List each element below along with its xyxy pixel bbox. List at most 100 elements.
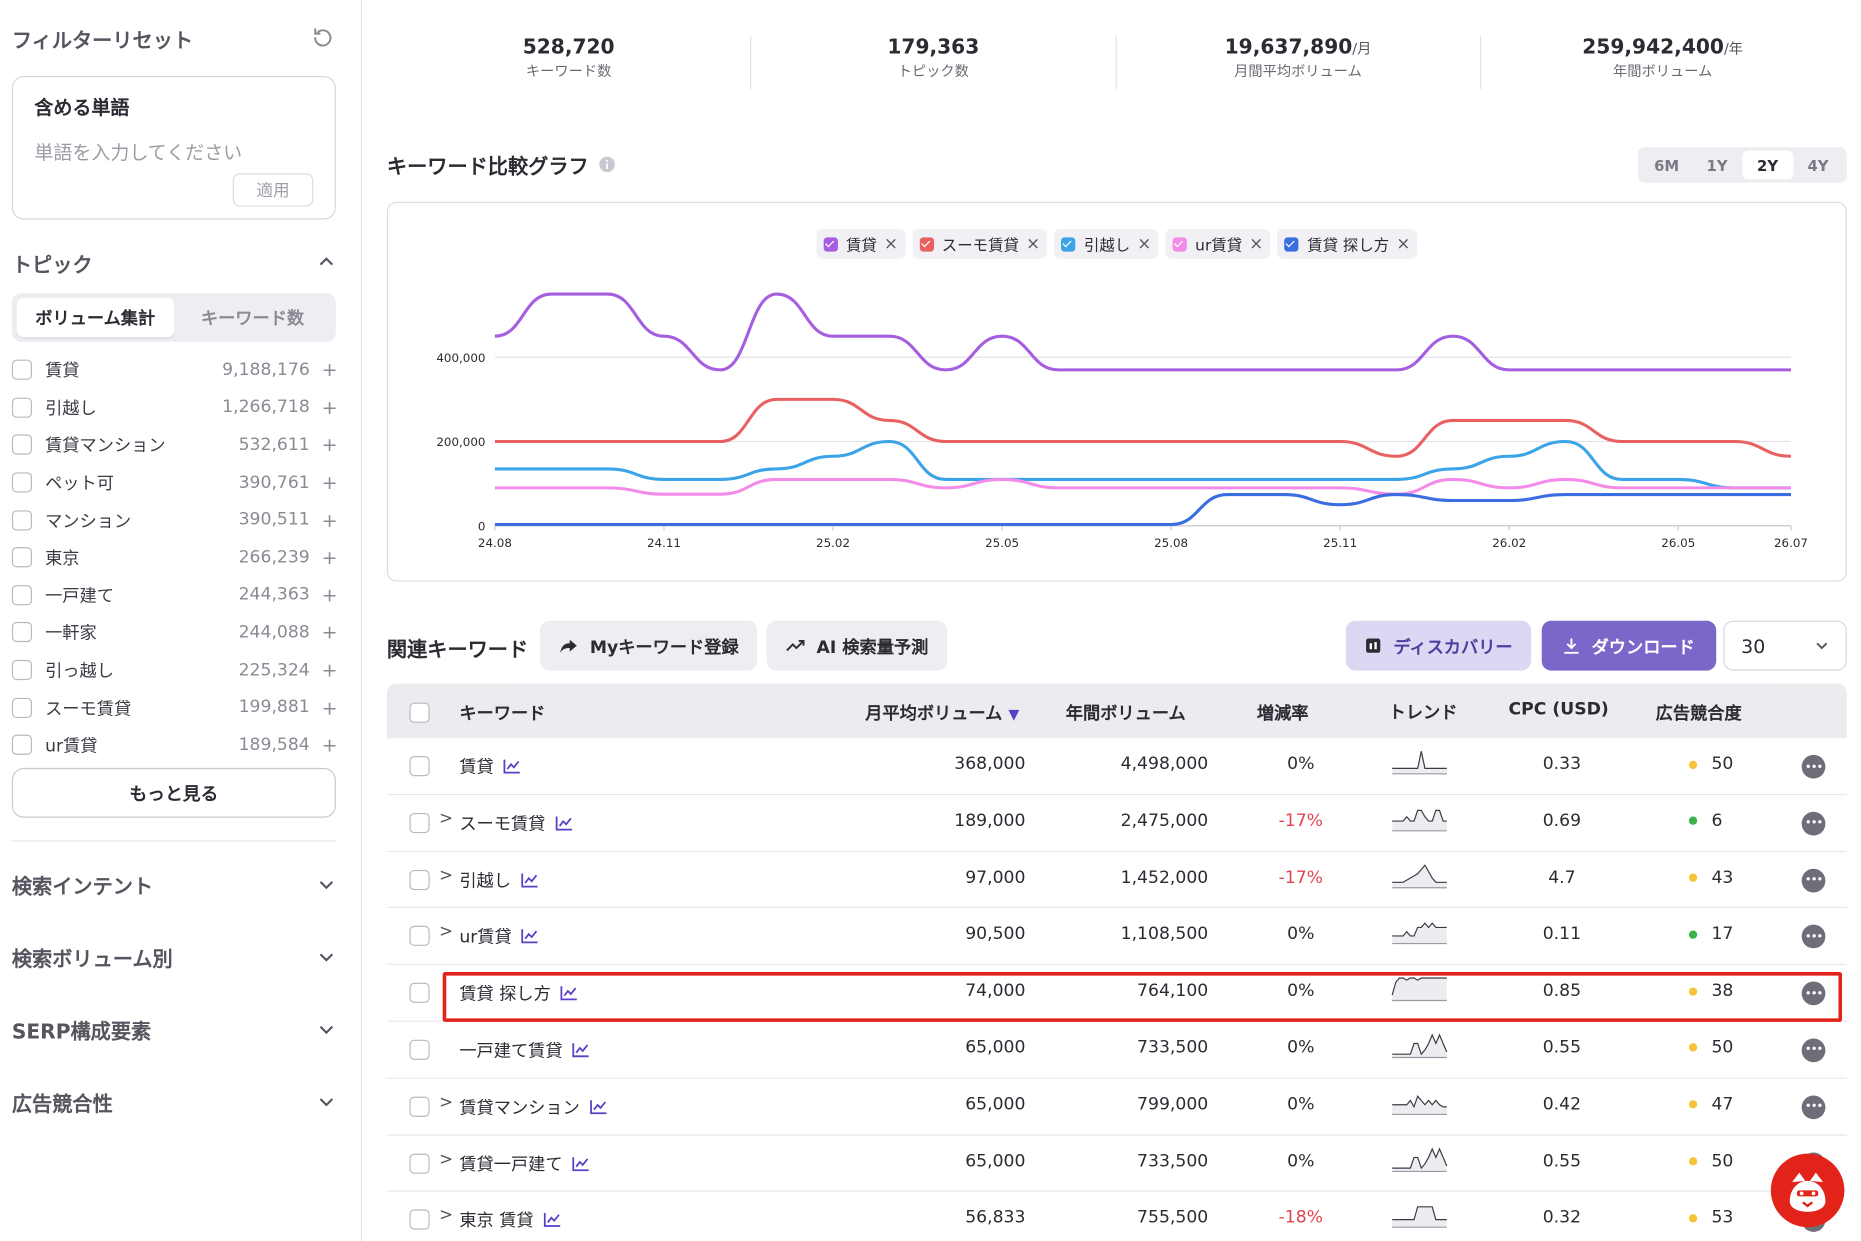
select-all-checkbox[interactable] [409,702,430,723]
close-icon[interactable]: × [1026,234,1041,254]
topic-item[interactable]: ur賃貸 189,584 + [11,726,336,756]
row-checkbox[interactable] [409,1039,430,1060]
topic-item[interactable]: 引越し 1,266,718 + [11,389,336,426]
header-competition[interactable]: 広告競合度 [1655,704,1742,724]
table-row[interactable]: 賃貸 368,000 4,498,000 0% 0.33 50 ••• [386,738,1847,795]
range-1y[interactable]: 1Y [1706,156,1728,174]
section-serp[interactable]: SERP構成要素 [12,1014,336,1045]
chart-icon[interactable] [555,815,573,831]
row-checkbox[interactable] [409,982,430,1004]
expand-chevron-icon[interactable]: > [439,809,454,829]
more-options-icon[interactable]: ••• [1801,811,1826,836]
section-ad-competition[interactable]: 広告競合性 [12,1086,336,1117]
topic-item[interactable]: 東京 266,239 + [11,539,336,576]
reset-icon[interactable] [310,25,336,51]
discovery-button[interactable]: ディスカバリー [1345,620,1532,671]
plus-icon[interactable]: + [322,509,336,532]
table-row[interactable]: 賃貸 探し方 74,000 764,100 0% 0.85 38 ••• [386,965,1847,1022]
more-options-icon[interactable]: ••• [1801,868,1826,893]
row-checkbox[interactable] [409,1096,430,1117]
keyword-cell[interactable]: 賃貸マンション [459,1094,607,1119]
legend-chip[interactable]: ur賃貸 × [1165,229,1271,259]
page-size-select[interactable]: 30 [1723,620,1847,671]
close-icon[interactable]: × [1137,234,1152,254]
row-checkbox[interactable] [409,756,430,777]
ai-forecast-button[interactable]: AI 検索量予測 [766,620,948,671]
topic-checkbox[interactable] [11,622,33,643]
plus-icon[interactable]: + [322,696,336,719]
more-options-icon[interactable]: ••• [1801,1095,1826,1119]
chart-icon[interactable] [543,1212,561,1228]
section-search-volume[interactable]: 検索ボリューム別 [12,941,336,972]
info-icon[interactable] [598,155,616,173]
topic-item[interactable]: 賃貸マンション 532,611 + [11,426,336,463]
download-button[interactable]: ダウンロード [1541,620,1717,671]
range-2y[interactable]: 2Y [1742,150,1793,180]
plus-icon[interactable]: + [322,434,336,457]
expand-chevron-icon[interactable]: > [439,922,454,942]
row-checkbox[interactable] [409,1153,430,1174]
keyword-cell[interactable]: スーモ賃貸 [459,810,572,835]
legend-chip[interactable]: 賃貸 探し方 × [1277,229,1418,259]
mascot-chat-icon[interactable] [1770,1153,1845,1228]
show-more-button[interactable]: もっと見る [11,767,336,818]
chart-icon[interactable] [521,929,539,944]
topic-checkbox[interactable] [11,359,33,381]
plus-icon[interactable]: + [322,359,336,382]
expand-chevron-icon[interactable]: > [439,1206,454,1226]
plus-icon[interactable]: + [322,396,336,419]
header-cpc[interactable]: CPC (USD) [1508,700,1609,720]
topic-checkbox[interactable] [11,697,33,718]
topic-item[interactable]: スーモ賃貸 199,881 + [11,689,336,726]
range-4y[interactable]: 4Y [1807,156,1829,174]
chart-icon[interactable] [503,758,521,774]
topic-item[interactable]: 引っ越し 225,324 + [11,651,336,688]
more-options-icon[interactable]: ••• [1801,981,1826,1006]
more-options-icon[interactable]: ••• [1801,925,1826,949]
section-search-intent[interactable]: 検索インテント [12,869,336,900]
my-keyword-button[interactable]: Myキーワード登録 [540,620,758,671]
close-icon[interactable]: × [1396,234,1411,254]
more-options-icon[interactable]: ••• [1801,754,1826,779]
table-row[interactable]: 一戸建て賃貸 65,000 733,500 0% 0.55 50 ••• [386,1022,1847,1079]
topic-checkbox[interactable] [11,434,33,456]
topic-section-header[interactable]: トピック [12,247,336,278]
topic-checkbox[interactable] [11,472,33,493]
plus-icon[interactable]: + [322,734,336,756]
topic-checkbox[interactable] [11,547,33,568]
plus-icon[interactable]: + [322,621,336,644]
header-keyword[interactable]: キーワード [459,704,546,724]
table-row[interactable]: > 賃貸マンション 65,000 799,000 0% 0.42 47 ••• [386,1079,1847,1136]
topic-item[interactable]: ペット可 390,761 + [11,464,336,501]
row-checkbox[interactable] [409,812,430,833]
include-words-input[interactable]: 単語を入力してください [34,141,243,164]
chart-icon[interactable] [520,872,538,887]
topic-checkbox[interactable] [11,397,33,418]
topic-checkbox[interactable] [11,734,33,756]
keyword-cell[interactable]: 賃貸一戸建て [459,1151,590,1176]
more-options-icon[interactable]: ••• [1801,1038,1826,1063]
row-checkbox[interactable] [409,869,430,890]
plus-icon[interactable]: + [322,471,336,494]
plus-icon[interactable]: + [322,659,336,682]
legend-chip[interactable]: 賃貸 × [816,229,905,259]
topic-checkbox[interactable] [11,584,33,606]
table-row[interactable]: > ur賃貸 90,500 1,108,500 0% 0.11 17 ••• [386,908,1847,966]
range-6m[interactable]: 6M [1654,156,1680,174]
legend-chip[interactable]: スーモ賃貸 × [912,229,1048,259]
table-row[interactable]: > 引越し 97,000 1,452,000 -17% 4.7 43 ••• [386,852,1847,909]
header-monthly-volume[interactable]: 月平均ボリューム ▼ [865,700,1019,725]
keyword-cell[interactable]: 一戸建て賃貸 [459,1037,590,1062]
close-icon[interactable]: × [883,234,898,254]
keyword-cell[interactable]: 引越し [459,867,538,892]
tab-keyword-count[interactable]: キーワード数 [200,309,305,329]
legend-chip[interactable]: 引越し × [1054,229,1159,259]
topic-item[interactable]: 賃貸 9,188,176 + [11,351,336,388]
keyword-cell[interactable]: ur賃貸 [459,924,539,949]
chart-icon[interactable] [572,1156,590,1171]
plus-icon[interactable]: + [322,546,336,569]
header-yearly-volume[interactable]: 年間ボリューム [1065,704,1186,724]
plus-icon[interactable]: + [322,584,336,607]
